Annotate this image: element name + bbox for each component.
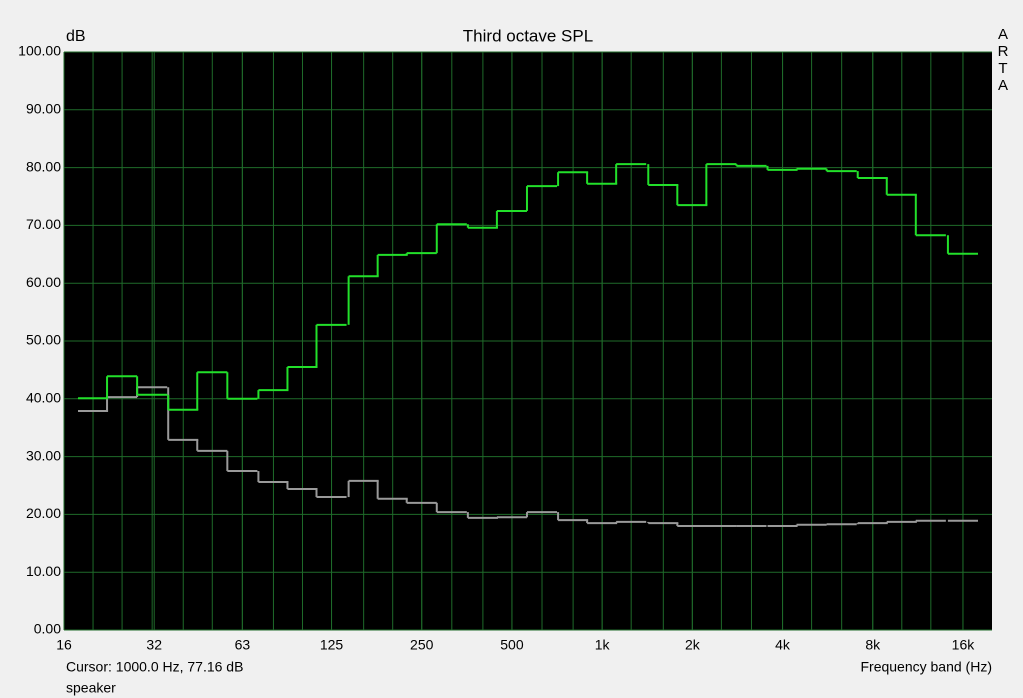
y-tick-label: 60.00: [26, 274, 61, 290]
y-tick-label: 50.00: [26, 332, 61, 348]
y-tick-label: 10.00: [26, 563, 61, 579]
y-tick-label: 40.00: [26, 390, 61, 406]
x-tick-label: 500: [500, 637, 524, 653]
cursor-readout: Cursor: 1000.0 Hz, 77.16 dB: [66, 659, 243, 675]
y-tick-label: 100.00: [18, 43, 61, 59]
x-tick-label: 8k: [865, 637, 881, 653]
y-axis-label: dB: [66, 28, 86, 45]
y-tick-label: 20.00: [26, 505, 61, 521]
series-label: speaker: [66, 680, 116, 696]
x-tick-label: 63: [235, 637, 251, 653]
y-tick-label: 30.00: [26, 447, 61, 463]
y-tick-label: 80.00: [26, 158, 61, 174]
x-tick-label: 1k: [595, 637, 611, 653]
x-tick-label: 4k: [775, 637, 791, 653]
x-tick-label: 250: [410, 637, 434, 653]
x-tick-label: 16k: [952, 637, 976, 653]
x-tick-label: 2k: [685, 637, 701, 653]
x-tick-label: 125: [320, 637, 344, 653]
chart-title: Third octave SPL: [463, 26, 593, 45]
x-tick-label: 16: [56, 637, 72, 653]
y-tick-label: 0.00: [34, 621, 61, 637]
x-tick-label: 32: [146, 637, 162, 653]
x-axis-label: Frequency band (Hz): [860, 659, 992, 675]
y-tick-label: 70.00: [26, 216, 61, 232]
brand: ARTA: [995, 26, 1012, 94]
y-tick-label: 90.00: [26, 101, 61, 117]
